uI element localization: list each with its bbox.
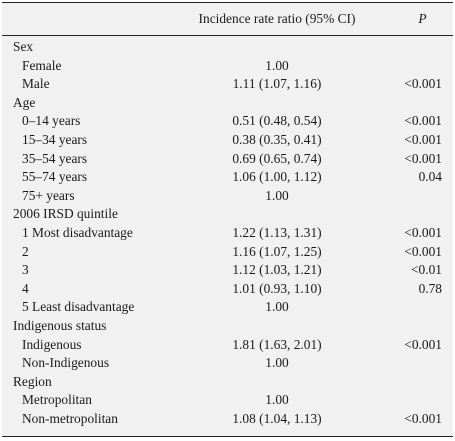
row-irr: 1.81 (1.63, 2.01) bbox=[232, 336, 322, 352]
row-irr: 0.51 (0.48, 0.54) bbox=[232, 113, 322, 129]
row-p bbox=[372, 205, 453, 224]
row-label: Region bbox=[13, 373, 52, 389]
row-label: Non-Indigenous bbox=[22, 355, 110, 371]
row-label: Metropolitan bbox=[22, 392, 92, 408]
group-row-age: Age bbox=[2, 94, 453, 113]
table-body: Sex Female 1.00 Male 1.11 (1.07, 1.16) <… bbox=[2, 36, 453, 429]
group-row-sex: Sex bbox=[2, 36, 453, 57]
results-table-panel: Incidence rate ratio (95% CI) P Sex Fema… bbox=[2, 2, 453, 437]
row-label: Indigenous status bbox=[13, 317, 107, 333]
group-row-irsd-quintile: 2006 IRSD quintile bbox=[2, 205, 453, 224]
row-p bbox=[372, 373, 453, 392]
row-p bbox=[372, 317, 453, 336]
row-p bbox=[372, 94, 453, 113]
table-row: 0–14 years 0.51 (0.48, 0.54) <0.001 bbox=[2, 112, 453, 131]
row-irr: 1.08 (1.04, 1.13) bbox=[232, 410, 322, 426]
row-irr: 1.00 bbox=[265, 57, 289, 73]
row-p bbox=[372, 391, 453, 410]
row-p: <0.001 bbox=[404, 150, 442, 166]
row-irr: 1.00 bbox=[265, 355, 289, 371]
row-p: <0.001 bbox=[404, 76, 442, 92]
row-label: Sex bbox=[13, 39, 34, 54]
row-irr: 1.00 bbox=[265, 187, 289, 203]
table-header: Incidence rate ratio (95% CI) P bbox=[2, 3, 453, 36]
row-label: Male bbox=[22, 76, 50, 92]
row-p bbox=[372, 187, 453, 206]
row-p: <0.001 bbox=[404, 410, 442, 426]
table-row: Male 1.11 (1.07, 1.16) <0.001 bbox=[2, 75, 453, 94]
row-label: 75+ years bbox=[22, 187, 75, 203]
row-label: 1 Most disadvantage bbox=[22, 224, 133, 240]
row-p bbox=[372, 354, 453, 373]
row-p: <0.001 bbox=[404, 243, 442, 259]
table-row: 3 1.12 (1.03, 1.21) <0.01 bbox=[2, 261, 453, 280]
table-row: 55–74 years 1.06 (1.00, 1.12) 0.04 bbox=[2, 168, 453, 187]
row-label: 4 bbox=[22, 280, 29, 296]
header-label bbox=[2, 3, 182, 36]
row-irr bbox=[182, 373, 372, 392]
table-row: 35–54 years 0.69 (0.65, 0.74) <0.001 bbox=[2, 150, 453, 169]
table-row: 4 1.01 (0.93, 1.10) 0.78 bbox=[2, 280, 453, 299]
table-row: 75+ years 1.00 bbox=[2, 187, 453, 206]
row-p: <0.001 bbox=[404, 131, 442, 147]
row-p: 0.04 bbox=[418, 169, 442, 185]
row-irr: 1.16 (1.07, 1.25) bbox=[232, 243, 322, 259]
row-p bbox=[372, 298, 453, 317]
row-irr bbox=[182, 317, 372, 336]
row-label: 2 bbox=[22, 243, 29, 259]
row-p: <0.01 bbox=[411, 262, 442, 278]
row-p: <0.001 bbox=[404, 113, 442, 129]
row-p: <0.001 bbox=[404, 336, 442, 352]
row-label: Indigenous bbox=[22, 336, 82, 352]
row-label: 2006 IRSD quintile bbox=[13, 206, 118, 222]
row-label: 55–74 years bbox=[22, 169, 88, 185]
row-irr: 0.38 (0.35, 0.41) bbox=[232, 131, 322, 147]
row-p: <0.001 bbox=[404, 224, 442, 240]
table-row: 2 1.16 (1.07, 1.25) <0.001 bbox=[2, 243, 453, 262]
row-irr: 1.00 bbox=[265, 299, 289, 315]
group-row-region: Region bbox=[2, 373, 453, 392]
table-row: Indigenous 1.81 (1.63, 2.01) <0.001 bbox=[2, 336, 453, 355]
row-label: 3 bbox=[22, 262, 29, 278]
table-row: Female 1.00 bbox=[2, 57, 453, 76]
table-row: Non-metropolitan 1.08 (1.04, 1.13) <0.00… bbox=[2, 410, 453, 429]
row-irr: 1.01 (0.93, 1.10) bbox=[232, 280, 322, 296]
row-label: 0–14 years bbox=[22, 113, 81, 129]
table-row: 1 Most disadvantage 1.22 (1.13, 1.31) <0… bbox=[2, 224, 453, 243]
table-row: Non-Indigenous 1.00 bbox=[2, 354, 453, 373]
row-irr: 1.22 (1.13, 1.31) bbox=[232, 224, 322, 240]
incidence-rate-ratio-table: Incidence rate ratio (95% CI) P Sex Fema… bbox=[2, 3, 453, 428]
header-irr: Incidence rate ratio (95% CI) bbox=[182, 3, 372, 36]
row-label: 35–54 years bbox=[22, 150, 88, 166]
row-p bbox=[372, 36, 453, 57]
row-label: 5 Least disadvantage bbox=[22, 299, 135, 315]
row-p: 0.78 bbox=[418, 280, 442, 296]
row-irr: 1.06 (1.00, 1.12) bbox=[232, 169, 322, 185]
row-label: Age bbox=[13, 94, 36, 110]
row-irr bbox=[182, 36, 372, 57]
row-label: Female bbox=[22, 57, 62, 73]
row-irr: 1.00 bbox=[265, 392, 289, 408]
group-row-indigenous-status: Indigenous status bbox=[2, 317, 453, 336]
row-p bbox=[372, 57, 453, 76]
row-label: 15–34 years bbox=[22, 131, 88, 147]
row-label: Non-metropolitan bbox=[22, 410, 118, 426]
row-irr bbox=[182, 94, 372, 113]
table-row: 15–34 years 0.38 (0.35, 0.41) <0.001 bbox=[2, 131, 453, 150]
row-irr: 1.11 (1.07, 1.16) bbox=[232, 76, 322, 92]
row-irr: 1.12 (1.03, 1.21) bbox=[232, 262, 322, 278]
row-irr bbox=[182, 205, 372, 224]
header-row: Incidence rate ratio (95% CI) P bbox=[2, 3, 453, 36]
table-row: Metropolitan 1.00 bbox=[2, 391, 453, 410]
header-p: P bbox=[372, 3, 453, 36]
table-row: 5 Least disadvantage 1.00 bbox=[2, 298, 453, 317]
row-irr: 0.69 (0.65, 0.74) bbox=[232, 150, 322, 166]
